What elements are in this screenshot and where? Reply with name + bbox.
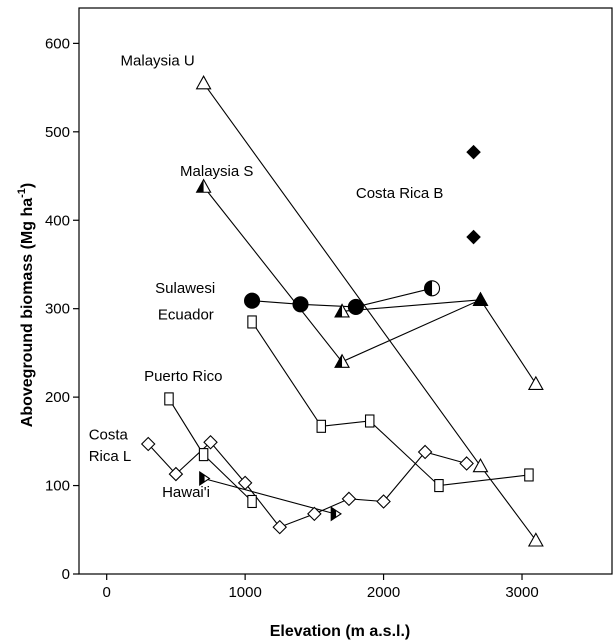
y-axis-title-close: ) bbox=[19, 183, 36, 188]
series-markers bbox=[140, 75, 544, 547]
plot-border bbox=[78, 7, 613, 575]
y-tick-label: 300 bbox=[45, 301, 70, 318]
series-5-point-4 bbox=[434, 479, 444, 493]
series-7-point-10 bbox=[459, 456, 474, 471]
annotation-label: Puerto Rico bbox=[144, 368, 222, 385]
series-4-point-2 bbox=[292, 296, 309, 313]
series-line-4 bbox=[252, 287, 433, 308]
series-2-point-1 bbox=[195, 178, 212, 193]
series-7-point-8 bbox=[376, 494, 391, 509]
annotation-label: Rica L bbox=[89, 448, 132, 465]
x-tick-label: 3000 bbox=[505, 584, 538, 601]
series-7-point-1 bbox=[140, 436, 156, 452]
annotation-label: Costa bbox=[89, 427, 129, 444]
series-1-point-2 bbox=[472, 457, 489, 473]
series-7-point-3 bbox=[203, 434, 218, 450]
plot-frame bbox=[78, 7, 613, 575]
series-3-point-2 bbox=[472, 291, 489, 306]
series-1-point-1 bbox=[195, 75, 212, 90]
x-axis-ticks: 0 1000 2000 3000 bbox=[103, 574, 539, 601]
x-tick-label: 0 bbox=[103, 584, 111, 601]
y-axis-title-superscript: -1 bbox=[16, 188, 28, 198]
y-tick-label: 200 bbox=[45, 389, 70, 406]
series-4-point-1 bbox=[244, 292, 261, 309]
y-tick-label: 500 bbox=[45, 124, 70, 141]
annotation-label: Sulawesi bbox=[155, 280, 215, 297]
annotations: Malaysia U Malaysia S Costa Rica B Sulawesi… bbox=[89, 52, 444, 501]
series-line-3 bbox=[341, 299, 481, 312]
series-7-point-5 bbox=[272, 519, 288, 535]
series-9-point-1 bbox=[466, 144, 481, 160]
series-4-point-4 bbox=[423, 280, 441, 297]
series-4-point-3 bbox=[347, 298, 364, 315]
series-line-2 bbox=[203, 186, 537, 385]
series-7-point-2 bbox=[168, 466, 184, 482]
annotation-label: Ecuador bbox=[158, 306, 214, 323]
series-6-point-1 bbox=[164, 392, 174, 406]
annotation-label: Malaysia S bbox=[180, 163, 253, 180]
y-tick-label: 0 bbox=[62, 566, 70, 583]
series-5-point-3 bbox=[364, 414, 375, 428]
series-8-point-2 bbox=[330, 506, 342, 522]
y-tick-label: 100 bbox=[45, 478, 70, 495]
series-5-point-2 bbox=[316, 419, 327, 433]
series-line-5 bbox=[251, 321, 529, 487]
series-8-point-1 bbox=[199, 470, 211, 487]
series-6-point-3 bbox=[247, 494, 257, 509]
series-5-point-5 bbox=[524, 468, 534, 482]
series-line-7 bbox=[147, 441, 467, 528]
annotation-label: Malaysia U bbox=[121, 52, 195, 69]
series-7-point-9 bbox=[417, 444, 433, 460]
x-tick-label: 2000 bbox=[367, 584, 400, 601]
series-3-point-1 bbox=[334, 303, 350, 318]
series-1-point-3 bbox=[527, 532, 544, 547]
x-tick-label: 1000 bbox=[228, 584, 261, 601]
series-7-point-4 bbox=[237, 475, 253, 491]
series-9-point-2 bbox=[466, 229, 481, 245]
y-axis-ticks: 0 100 200 300 400 500 600 bbox=[45, 35, 79, 583]
x-axis-title: Elevation (m a.s.l.) bbox=[270, 623, 410, 640]
series-5-point-1 bbox=[247, 315, 257, 329]
y-axis-title-main: Aboveground biomass (Mg ha bbox=[19, 198, 36, 427]
y-tick-label: 600 bbox=[45, 35, 70, 52]
annotation-label: Hawai'i bbox=[162, 484, 210, 501]
y-tick-label: 400 bbox=[45, 212, 70, 229]
annotation-label: Costa Rica B bbox=[356, 185, 444, 202]
series-7-point-6 bbox=[307, 506, 322, 522]
series-7-point-7 bbox=[341, 491, 357, 507]
y-axis-title: Aboveground biomass (Mg ha-1) bbox=[16, 183, 36, 427]
series-2-point-2 bbox=[334, 353, 350, 368]
series-2-point-4 bbox=[527, 375, 544, 391]
series-6-point-2 bbox=[198, 448, 209, 462]
